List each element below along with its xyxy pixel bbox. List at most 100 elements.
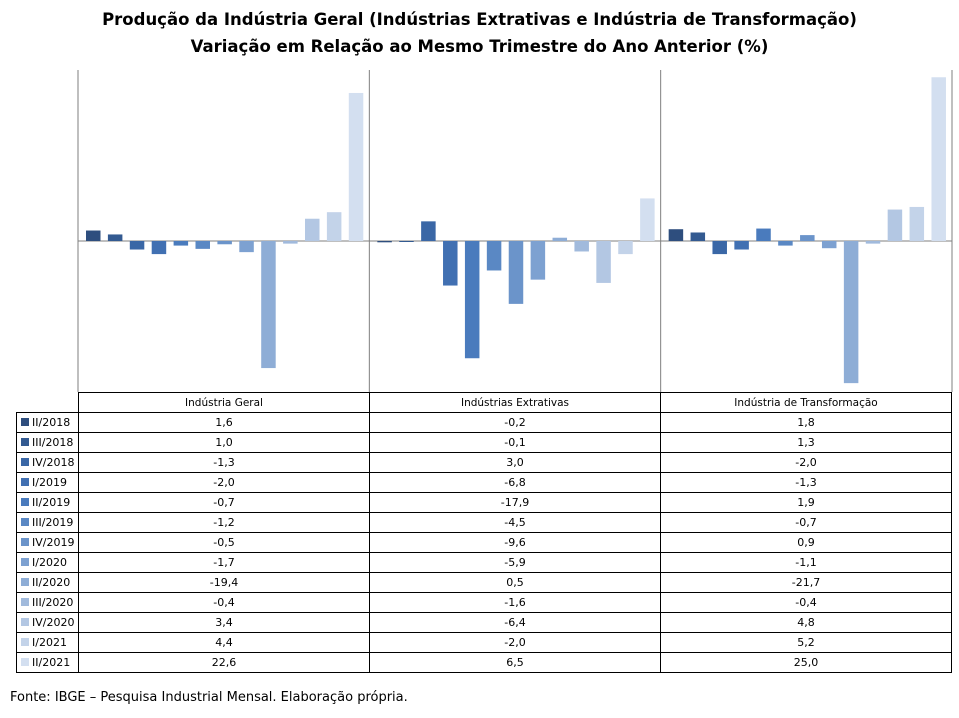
series-name: IV/2018 <box>32 456 75 469</box>
bar <box>377 241 392 243</box>
series-name: II/2021 <box>32 656 71 669</box>
bar <box>217 241 232 245</box>
bar <box>690 232 706 241</box>
data-label: -2,0 <box>369 632 661 653</box>
series-name: II/2019 <box>32 496 71 509</box>
series-name: I/2020 <box>32 556 67 569</box>
data-label: 1,0 <box>78 432 370 453</box>
legend-swatch <box>21 518 29 526</box>
table-row: II/2018 1,6 -0,2 1,8 <box>16 412 952 433</box>
legend-swatch <box>21 618 29 626</box>
series-label-cell: II/2019 <box>16 492 79 513</box>
bar <box>86 230 101 241</box>
series-label-cell: I/2020 <box>16 552 79 573</box>
data-label: 22,6 <box>78 652 370 673</box>
data-table: Indústria Geral Indústrias Extrativas Indú… <box>16 392 952 673</box>
data-label: 1,6 <box>78 412 370 433</box>
series-label-cell: III/2018 <box>16 432 79 453</box>
series-name: I/2021 <box>32 636 67 649</box>
data-label: 0,5 <box>369 572 661 593</box>
bar <box>443 241 458 286</box>
data-label: -2,0 <box>78 472 370 493</box>
bar <box>756 228 771 241</box>
table-row: IV/2019 -0,5 -9,6 0,9 <box>16 532 952 553</box>
bar <box>552 237 568 241</box>
data-label: -1,6 <box>369 592 661 613</box>
series-name: III/2018 <box>32 436 74 449</box>
series-label-cell: IV/2019 <box>16 532 79 553</box>
data-label: 25,0 <box>660 652 952 673</box>
bar <box>909 206 925 241</box>
legend-swatch <box>21 498 29 506</box>
table-row: IV/2020 3,4 -6,4 4,8 <box>16 612 952 633</box>
bar <box>129 241 145 250</box>
bar <box>712 241 727 255</box>
bar <box>640 198 655 241</box>
data-label: -17,9 <box>369 492 661 513</box>
bar <box>821 241 837 249</box>
data-label: -6,8 <box>369 472 661 493</box>
data-label: 1,9 <box>660 492 952 513</box>
bar <box>464 241 480 359</box>
data-label: 4,8 <box>660 612 952 633</box>
series-name: I/2019 <box>32 476 67 489</box>
bar <box>239 241 254 253</box>
bar <box>865 241 881 244</box>
series-name: III/2019 <box>32 516 74 529</box>
table-corner-cell <box>16 392 79 413</box>
bar <box>596 241 611 283</box>
data-label: -5,9 <box>369 552 661 573</box>
bar <box>931 77 946 241</box>
data-label: -0,5 <box>78 532 370 553</box>
bar <box>261 241 276 369</box>
table-row: II/2020 -19,4 0,5 -21,7 <box>16 572 952 593</box>
table-row: II/2021 22,6 6,5 25,0 <box>16 652 952 673</box>
series-label-cell: IV/2020 <box>16 612 79 633</box>
category-header: Indústria Geral <box>78 392 370 413</box>
series-label-cell: III/2020 <box>16 592 79 613</box>
bar <box>618 241 633 255</box>
data-label: 1,3 <box>660 432 952 453</box>
data-label: 5,2 <box>660 632 952 653</box>
data-label: 4,4 <box>78 632 370 653</box>
data-label: -2,0 <box>660 452 952 473</box>
data-label: -4,5 <box>369 512 661 533</box>
category-header: Indústrias Extrativas <box>369 392 661 413</box>
data-label: -1,2 <box>78 512 370 533</box>
data-label: -1,3 <box>78 452 370 473</box>
source-note: Fonte: IBGE – Pesquisa Industrial Mensal… <box>10 690 408 705</box>
bar <box>283 241 298 244</box>
bar <box>421 221 436 241</box>
bar <box>348 92 364 241</box>
series-name: II/2018 <box>32 416 71 429</box>
data-label: 6,5 <box>369 652 661 673</box>
data-label: -0,2 <box>369 412 661 433</box>
series-label-cell: IV/2018 <box>16 452 79 473</box>
table-row: I/2020 -1,7 -5,9 -1,1 <box>16 552 952 573</box>
data-label: -1,7 <box>78 552 370 573</box>
table-row: II/2019 -0,7 -17,9 1,9 <box>16 492 952 513</box>
bar <box>508 241 524 304</box>
bar <box>399 241 414 242</box>
series-label-cell: II/2020 <box>16 572 79 593</box>
chart-title: Produção da Indústria Geral (Indústrias … <box>102 10 857 29</box>
legend-swatch <box>21 418 29 426</box>
data-label: -0,4 <box>660 592 952 613</box>
legend-swatch <box>21 578 29 586</box>
bar <box>151 241 167 255</box>
data-label: -9,6 <box>369 532 661 553</box>
category-header: Indústria de Transformação <box>660 392 952 413</box>
bar <box>530 241 546 280</box>
legend-swatch <box>21 438 29 446</box>
bar <box>486 241 502 271</box>
table-header-row: Indústria Geral Indústrias Extrativas Indú… <box>16 392 952 413</box>
bar <box>887 209 903 241</box>
bar <box>574 241 589 252</box>
data-label: -21,7 <box>660 572 952 593</box>
table-row: III/2019 -1,2 -4,5 -0,7 <box>16 512 952 533</box>
data-label: -6,4 <box>369 612 661 633</box>
table-row: III/2020 -0,4 -1,6 -0,4 <box>16 592 952 613</box>
bar <box>305 218 320 241</box>
legend-swatch <box>21 658 29 666</box>
